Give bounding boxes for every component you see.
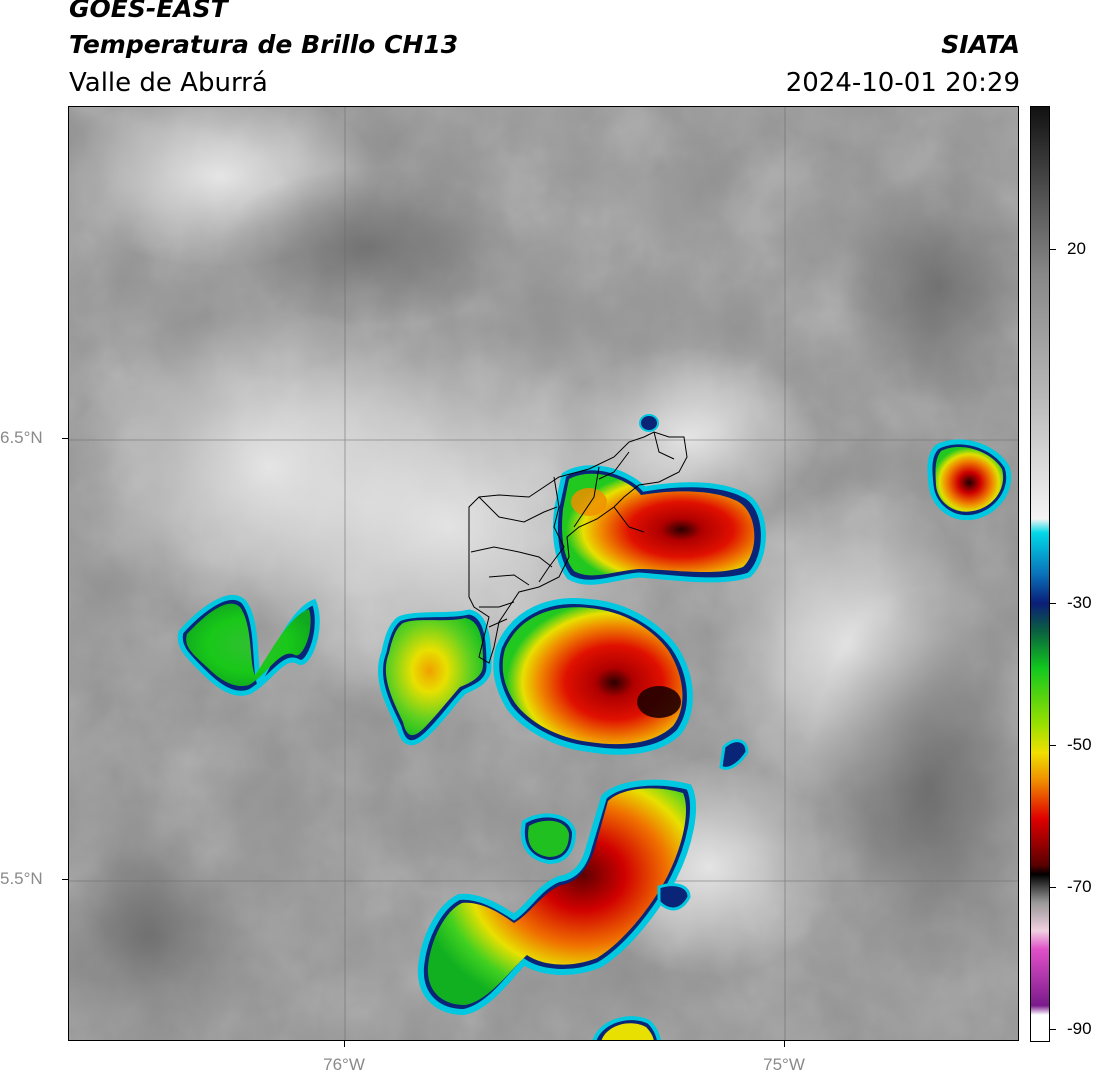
- lon-tick: [784, 1041, 785, 1047]
- colorbar-label: -70: [1067, 877, 1092, 896]
- storm-cell: [601, 1023, 654, 1040]
- storm-cell: [378, 609, 492, 746]
- longitude-label: 75°W: [763, 1055, 805, 1074]
- lon-tick: [344, 1041, 345, 1047]
- storm-cell: [552, 465, 766, 585]
- municipality-boundaries: [468, 431, 688, 664]
- dark-cloud-region: [839, 167, 1018, 407]
- storm-cell: [719, 739, 749, 770]
- graticule: [69, 107, 1018, 1040]
- storm-cell: [927, 439, 1012, 521]
- dark-cloud-region: [69, 817, 259, 1040]
- colorbar-tick: [1050, 1029, 1056, 1030]
- storm-cell: [493, 598, 693, 755]
- colorbar-tick: [1050, 887, 1056, 888]
- storm-cell: [639, 414, 659, 432]
- dark-cloud-region: [809, 587, 1018, 987]
- colorbar-label: -90: [1067, 1019, 1092, 1038]
- satellite-map[interactable]: [68, 106, 1019, 1041]
- dark-cloud-region: [219, 167, 519, 327]
- longitude-label: 76°W: [323, 1055, 365, 1074]
- satellite-title: GOES-EAST: [69, 0, 228, 23]
- colorbar-label: -30: [1067, 593, 1092, 612]
- colorbar-tick: [1050, 249, 1056, 250]
- colorbar: [1030, 106, 1050, 1042]
- colorbar-label: -50: [1067, 735, 1092, 754]
- organization-label: SIATA: [941, 30, 1020, 59]
- colorbar-gradient: [1031, 107, 1049, 1041]
- datetime-label: 2024-10-01 20:29: [785, 68, 1020, 98]
- colorbar-tick: [1050, 745, 1056, 746]
- colorbar-tick: [1050, 603, 1056, 604]
- region-label: Valle de Aburrá: [69, 68, 268, 98]
- lat-tick: [62, 438, 68, 439]
- latitude-label: 6.5°N: [0, 428, 43, 447]
- storm-cell: [177, 594, 320, 696]
- product-title: Temperatura de Brillo CH13: [69, 30, 459, 59]
- storm-cell: [417, 779, 697, 1016]
- latitude-label: 5.5°N: [0, 869, 43, 888]
- colorbar-label: 20: [1067, 239, 1086, 258]
- lat-tick: [62, 879, 68, 880]
- map-canvas: [69, 107, 1018, 1040]
